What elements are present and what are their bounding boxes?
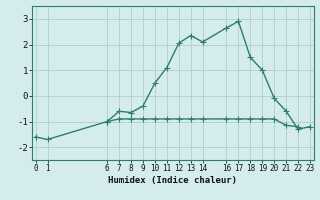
X-axis label: Humidex (Indice chaleur): Humidex (Indice chaleur) <box>108 176 237 185</box>
